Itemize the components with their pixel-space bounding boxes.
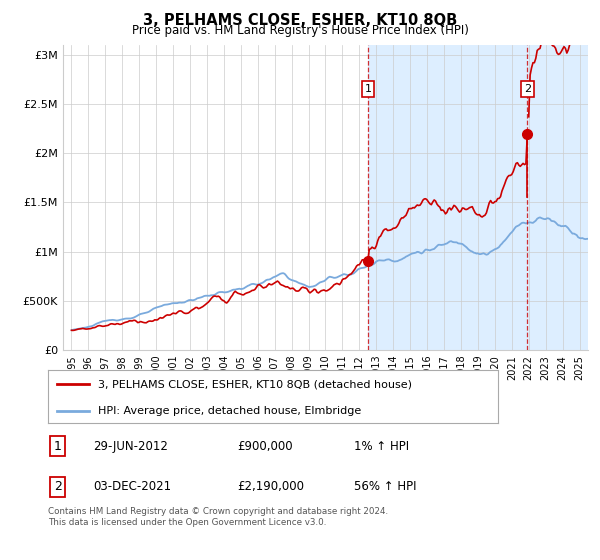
Text: 1: 1 <box>364 84 371 94</box>
Text: Contains HM Land Registry data © Crown copyright and database right 2024.
This d: Contains HM Land Registry data © Crown c… <box>48 507 388 527</box>
Bar <box>527 45 588 350</box>
Text: £900,000: £900,000 <box>237 440 293 452</box>
Text: 56% ↑ HPI: 56% ↑ HPI <box>354 480 416 493</box>
Text: 3, PELHAMS CLOSE, ESHER, KT10 8QB: 3, PELHAMS CLOSE, ESHER, KT10 8QB <box>143 13 457 28</box>
Text: 29-JUN-2012: 29-JUN-2012 <box>93 440 168 452</box>
Text: HPI: Average price, detached house, Elmbridge: HPI: Average price, detached house, Elmb… <box>97 406 361 416</box>
Text: 1% ↑ HPI: 1% ↑ HPI <box>354 440 409 452</box>
Text: 3, PELHAMS CLOSE, ESHER, KT10 8QB (detached house): 3, PELHAMS CLOSE, ESHER, KT10 8QB (detac… <box>97 380 412 390</box>
Text: Price paid vs. HM Land Registry's House Price Index (HPI): Price paid vs. HM Land Registry's House … <box>131 24 469 36</box>
Bar <box>368 45 527 350</box>
Text: 1: 1 <box>54 440 62 452</box>
Text: 03-DEC-2021: 03-DEC-2021 <box>93 480 171 493</box>
Text: 2: 2 <box>54 480 62 493</box>
Text: £2,190,000: £2,190,000 <box>237 480 304 493</box>
Text: 2: 2 <box>524 84 531 94</box>
